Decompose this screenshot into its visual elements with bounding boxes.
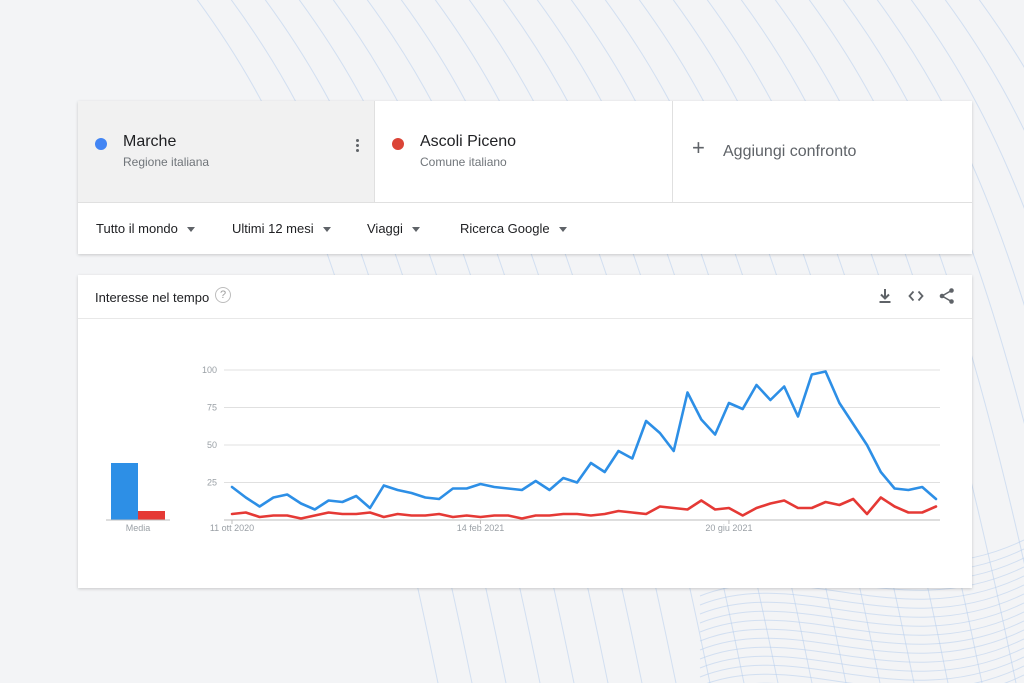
search-type-dropdown[interactable]: Ricerca Google xyxy=(460,221,567,236)
dropdown-arrow-icon xyxy=(186,227,195,233)
add-comparison-label: Aggiungi confronto xyxy=(723,143,857,160)
background-line xyxy=(699,629,1024,654)
dropdown-arrow-icon xyxy=(558,227,567,233)
term-ascoli-color-dot xyxy=(392,138,404,150)
series-line-ascoli-piceno xyxy=(230,496,938,520)
background-line xyxy=(978,0,1024,68)
interest-over-time-card: 25 50 75 100 Media 11 ott 2020 14 feb 2021 20 g… xyxy=(78,275,972,588)
interest-chart: 25 50 75 100 Media 11 ott 2020 14 feb 2021 20 g… xyxy=(106,365,940,533)
chart-header-divider xyxy=(78,318,972,319)
y-tick-label: 100 xyxy=(202,365,217,375)
average-bar-ascoli-piceno xyxy=(138,511,165,520)
comparison-card: Marche Regione italiana Ascoli Piceno Co… xyxy=(78,101,972,254)
dropdown-arrow-icon xyxy=(411,227,420,233)
filter-bar: Tutto il mondo Ultimi 12 mesi Viaggi Ric… xyxy=(78,202,972,254)
background-line xyxy=(699,602,1024,627)
x-tick-label: 14 feb 2021 xyxy=(457,523,505,533)
background-line xyxy=(876,0,1024,306)
term-marche-subtitle: Regione italiana xyxy=(123,155,210,169)
period-dropdown[interactable]: Ultimi 12 mesi xyxy=(232,221,331,236)
average-bar-marche xyxy=(111,463,138,520)
category-dropdown-label: Viaggi xyxy=(367,221,403,236)
dropdown-arrow-icon xyxy=(322,227,331,233)
background-line xyxy=(944,0,1024,131)
background-line xyxy=(699,647,1024,672)
average-label: Media xyxy=(126,523,151,533)
background-line xyxy=(910,0,1024,209)
series-line-marche xyxy=(230,370,938,511)
add-comparison-button[interactable]: + Aggiungi confronto xyxy=(673,101,972,202)
term-marche-name: Marche xyxy=(123,133,177,150)
term-marche-color-dot xyxy=(95,138,107,150)
chart-title: Interesse nel tempo xyxy=(95,290,210,305)
x-tick-label: 20 giu 2021 xyxy=(705,523,752,533)
period-dropdown-label: Ultimi 12 mesi xyxy=(232,221,314,236)
term-marche[interactable]: Marche Regione italiana xyxy=(78,101,375,202)
background-line xyxy=(699,611,1024,636)
background-line xyxy=(699,593,1024,618)
help-icon[interactable]: ? xyxy=(215,287,231,303)
plus-icon: + xyxy=(692,135,705,160)
share-icon[interactable] xyxy=(938,287,956,305)
more-vert-icon[interactable] xyxy=(356,139,360,157)
background-line xyxy=(699,638,1024,663)
embed-icon[interactable] xyxy=(907,287,925,305)
y-tick-label: 25 xyxy=(207,478,217,488)
region-dropdown-label: Tutto il mondo xyxy=(96,221,178,236)
background-line xyxy=(699,584,1024,609)
region-dropdown[interactable]: Tutto il mondo xyxy=(96,221,195,236)
term-ascoli-name: Ascoli Piceno xyxy=(420,133,517,150)
y-tick-label: 50 xyxy=(207,440,217,450)
download-icon[interactable] xyxy=(876,287,894,305)
background-line xyxy=(699,656,1024,681)
background-line xyxy=(699,620,1024,645)
y-tick-label: 75 xyxy=(207,403,217,413)
term-ascoli-piceno[interactable]: Ascoli Piceno Comune italiano xyxy=(375,101,673,202)
term-row: Marche Regione italiana Ascoli Piceno Co… xyxy=(78,101,972,202)
search-type-dropdown-label: Ricerca Google xyxy=(460,221,550,236)
x-tick-label: 11 ott 2020 xyxy=(210,523,254,533)
term-ascoli-subtitle: Comune italiano xyxy=(420,155,507,169)
category-dropdown[interactable]: Viaggi xyxy=(367,221,420,236)
